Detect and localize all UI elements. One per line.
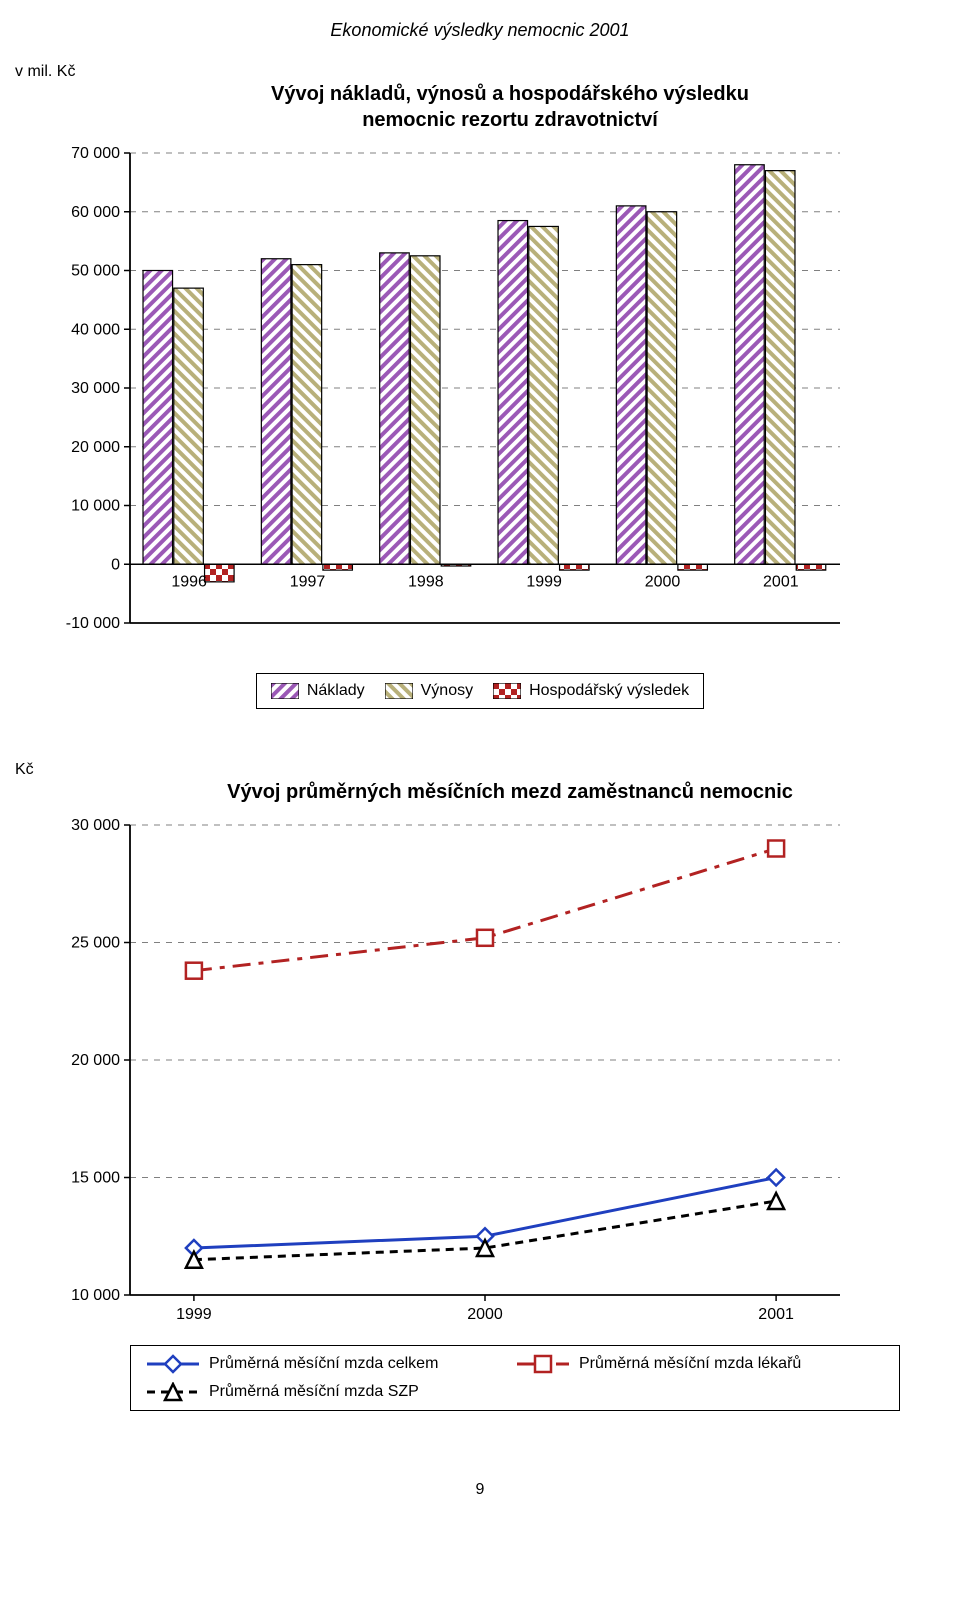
svg-text:1999: 1999 [176, 1306, 212, 1323]
svg-text:10 000: 10 000 [71, 498, 120, 515]
svg-text:0: 0 [111, 556, 120, 573]
svg-text:70 000: 70 000 [71, 145, 120, 162]
chart-1-title: Vývoj nákladů, výnosů a hospodářského vý… [120, 81, 900, 133]
svg-text:1997: 1997 [290, 573, 326, 590]
svg-text:2001: 2001 [763, 573, 799, 590]
svg-text:30 000: 30 000 [71, 817, 120, 834]
legend-item: Výnosy [385, 682, 473, 700]
svg-text:30 000: 30 000 [71, 380, 120, 397]
page-header: Ekonomické výsledky nemocnic 2001 [60, 20, 900, 41]
svg-text:15 000: 15 000 [71, 1170, 120, 1187]
legend-item: Průměrná měsíční mzda celkem [145, 1354, 515, 1374]
svg-text:2000: 2000 [467, 1306, 503, 1323]
legend-item: Hospodářský výsledek [493, 682, 689, 700]
svg-text:2000: 2000 [645, 573, 681, 590]
svg-text:20 000: 20 000 [71, 1052, 120, 1069]
page-number: 9 [60, 1481, 900, 1499]
chart-1-unit: v mil. Kč [15, 63, 75, 81]
chart-1-title-line2: nemocnic rezortu zdravotnictví [362, 109, 658, 131]
svg-text:-10 000: -10 000 [66, 615, 120, 632]
legend-item: Průměrná měsíční mzda lékařů [515, 1354, 885, 1374]
svg-text:1998: 1998 [408, 573, 444, 590]
svg-text:25 000: 25 000 [71, 935, 120, 952]
chart-2-legend: Průměrná měsíční mzda celkemPrůměrná měs… [130, 1345, 900, 1411]
chart-1-legend: Náklady Výnosy Hospodářský výsledek [256, 673, 704, 709]
svg-text:1996: 1996 [171, 573, 207, 590]
chart-2-unit: Kč [15, 761, 34, 779]
chart-1-title-line1: Vývoj nákladů, výnosů a hospodářského vý… [271, 83, 749, 105]
svg-text:60 000: 60 000 [71, 204, 120, 221]
page: Ekonomické výsledky nemocnic 2001 v mil.… [0, 0, 960, 1539]
svg-text:20 000: 20 000 [71, 439, 120, 456]
svg-text:50 000: 50 000 [71, 263, 120, 280]
chart-1: v mil. Kč Vývoj nákladů, výnosů a hospod… [60, 81, 900, 709]
svg-text:40 000: 40 000 [71, 321, 120, 338]
chart-2-svg: 10 000 15 000 20 000 25 000 30 000 1999 2000 20… [60, 815, 860, 1335]
legend-item: Průměrná měsíční mzda SZP [145, 1382, 515, 1402]
legend-item: Náklady [271, 682, 365, 700]
svg-text:2001: 2001 [758, 1306, 794, 1323]
svg-text:10 000: 10 000 [71, 1287, 120, 1304]
chart-1-svg: -10 000 0 10 000 20 000 30 000 40 000 50 000 60… [60, 143, 860, 663]
chart-2-title: Vývoj průměrných měsíčních mezd zaměstna… [120, 779, 900, 805]
svg-text:1999: 1999 [526, 573, 562, 590]
chart-2: Kč Vývoj průměrných měsíčních mezd zaměs… [60, 779, 900, 1411]
